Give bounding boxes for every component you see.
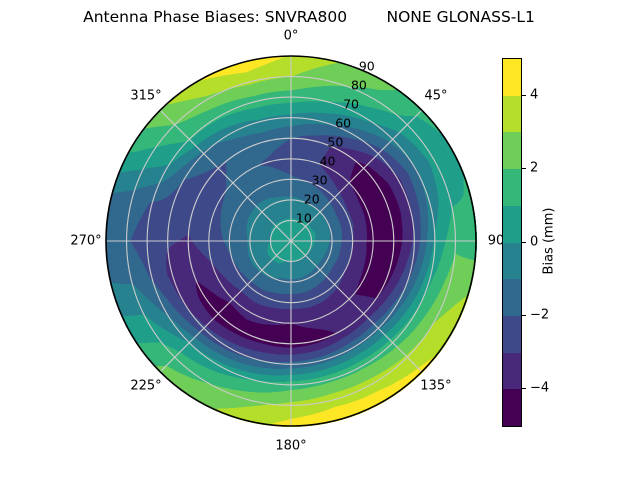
- colorbar-tick-mark: [522, 94, 526, 96]
- radial-tick-label-10: 10: [295, 210, 312, 226]
- colorbar-band: [503, 389, 521, 427]
- angular-tick-label-90: 90: [487, 233, 505, 249]
- colorbar-band: [503, 205, 521, 243]
- colorbar-tick-label: 2: [530, 160, 539, 176]
- radial-tick-label-30: 30: [311, 172, 328, 188]
- radial-tick-label-70: 70: [343, 96, 360, 112]
- angular-tick-label-225: 225°: [130, 378, 162, 394]
- angular-tick-label-135: 135°: [420, 378, 452, 394]
- colorbar-band: [503, 95, 521, 133]
- colorbar-tick-mark: [522, 168, 526, 170]
- colorbar-band: [503, 169, 521, 206]
- angular-tick-label-270: 270°: [70, 233, 102, 249]
- angular-tick-label-0: 0°: [283, 28, 299, 44]
- colorbar-tick-label: −2: [530, 307, 550, 323]
- angular-tick-label-45: 45°: [424, 88, 448, 104]
- radial-tick-label-90: 90: [358, 58, 375, 74]
- colorbar-tick-label: −4: [530, 380, 550, 396]
- colorbar-tick-mark: [522, 314, 526, 316]
- radial-tick-label-50: 50: [327, 134, 344, 150]
- colorbar-band: [503, 315, 521, 353]
- colorbar: [502, 58, 522, 427]
- radial-tick-label-60: 60: [335, 115, 352, 131]
- colorbar-band: [503, 279, 521, 316]
- angular-tick-label-315: 315°: [130, 88, 162, 104]
- radial-tick-label-40: 40: [319, 153, 336, 169]
- colorbar-band: [503, 59, 521, 96]
- radial-tick-label-80: 80: [350, 77, 367, 93]
- colorbar-band: [503, 132, 521, 170]
- colorbar-band: [503, 242, 521, 280]
- angular-tick-label-180: 180°: [275, 438, 307, 454]
- chart-title: Antenna Phase Biases: SNVRA800 NONE GLON…: [83, 8, 535, 26]
- colorbar-tick-mark: [522, 388, 526, 390]
- colorbar-band: [503, 352, 521, 390]
- radial-tick-label-20: 20: [303, 191, 320, 207]
- colorbar-tick-label: 0: [530, 234, 539, 249]
- colorbar-tick-label: 4: [530, 87, 539, 103]
- colorbar-tick-mark: [522, 241, 526, 243]
- colorbar-axis-label: Bias (mm): [541, 207, 557, 275]
